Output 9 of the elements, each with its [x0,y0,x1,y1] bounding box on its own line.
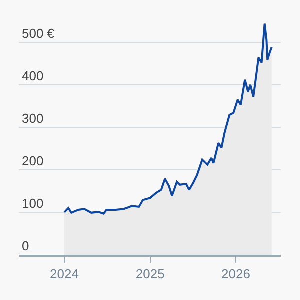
x-tick-label: 2025 [136,266,165,282]
x-tick-label: 2024 [50,266,79,282]
y-tick-label: 300 [22,110,44,126]
x-tick-label: 2026 [222,266,250,282]
y-tick-label: 200 [22,153,44,168]
y-tick-label: 400 [22,68,44,84]
y-tick-label: 100 [22,196,44,211]
y-tick-label: 0 [22,238,30,254]
y-tick-label: 500 € [22,26,56,41]
